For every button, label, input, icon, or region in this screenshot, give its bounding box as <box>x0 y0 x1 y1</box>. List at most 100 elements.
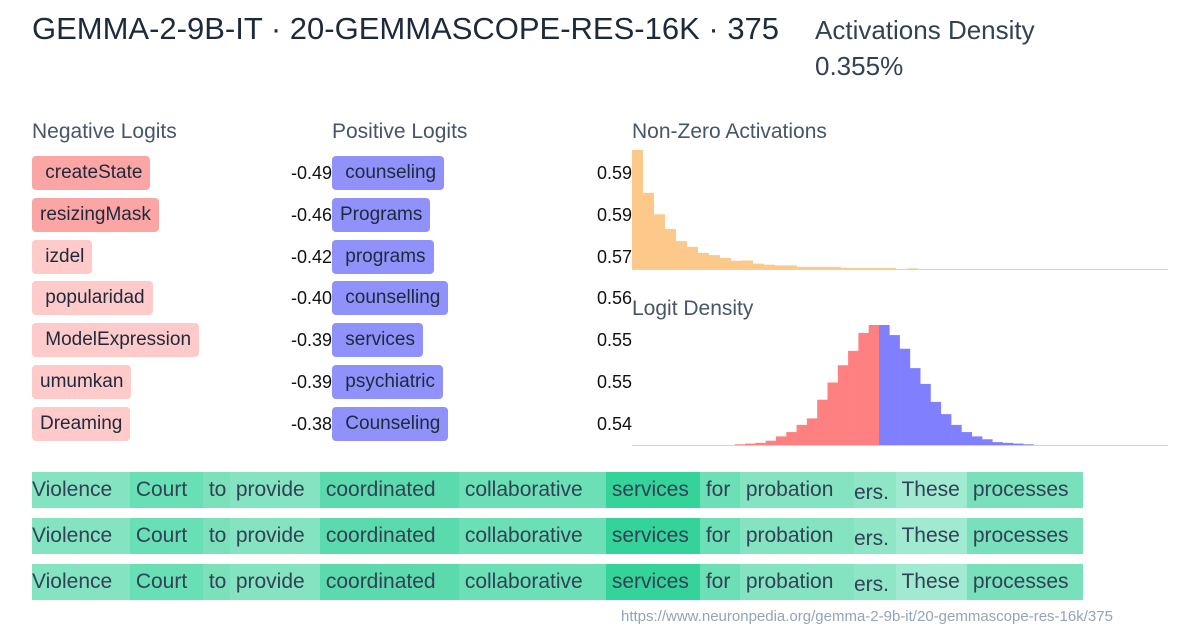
positive-logit-bar <box>971 436 983 445</box>
negative-logit-bar <box>837 365 849 445</box>
activation-bar <box>885 267 896 269</box>
activation-bar <box>709 255 720 269</box>
activation-bar <box>687 246 698 269</box>
logit-token: resizingMask <box>32 197 159 232</box>
positive-logit-bar <box>889 335 900 445</box>
logit-value: -0.46 <box>290 204 332 225</box>
activation-example[interactable]: Violence Court to provide coordinated co… <box>32 518 1083 554</box>
activation-bar <box>742 260 753 269</box>
logit-value: 0.54 <box>596 413 632 434</box>
logit-value: -0.38 <box>290 413 332 434</box>
logit-token: Counseling <box>332 406 449 441</box>
negative-logit-bar <box>765 440 777 445</box>
logit-value: 0.55 <box>596 330 632 351</box>
example-token: provide <box>230 518 320 554</box>
activation-bar <box>907 268 918 269</box>
activation-bar <box>632 150 643 269</box>
example-token: ers. <box>854 518 896 554</box>
example-token: ers. <box>854 472 896 508</box>
negative-logit-bar <box>745 443 756 445</box>
activation-bar <box>830 266 841 269</box>
activation-bar <box>797 266 808 269</box>
positive-logit-bar <box>951 424 962 445</box>
example-token: processes <box>967 518 1083 554</box>
example-token: These <box>896 518 967 554</box>
activation-bar <box>852 267 863 269</box>
positive-logit-bar <box>961 432 972 445</box>
page-title: GEMMA-2-9B-IT · 20-GEMMASCOPE-RES-16K · … <box>32 11 780 46</box>
density-value: 0.355% <box>815 51 904 81</box>
example-token: Court <box>130 472 203 508</box>
activation-bar <box>775 265 786 269</box>
activation-bar <box>643 192 654 269</box>
example-token: to <box>203 564 230 600</box>
example-token: provide <box>230 564 320 600</box>
activation-example[interactable]: Violence Court to provide coordinated co… <box>32 564 1083 600</box>
activations-chart-title: Non-Zero Activations <box>632 120 827 143</box>
negative-logit-bar <box>827 382 839 445</box>
example-token: Violence <box>32 518 130 554</box>
example-token: to <box>203 472 230 508</box>
example-token: collaborative <box>459 518 606 554</box>
logit-token: counseling <box>332 156 445 190</box>
negative-logit-bar <box>858 332 869 445</box>
negative-logit-bar <box>755 442 766 445</box>
example-token: services <box>606 518 700 554</box>
example-token: These <box>896 472 967 508</box>
activation-bar <box>720 257 731 269</box>
density-label: Activations Density <box>815 15 1035 45</box>
activation-bar <box>753 263 764 269</box>
logit-value: 0.59 <box>596 163 632 183</box>
positive-logit-bar <box>920 383 931 445</box>
example-token: provide <box>230 472 320 508</box>
logit-value: -0.49 <box>290 163 332 183</box>
logit-density-title: Logit Density <box>632 297 754 320</box>
activation-bar <box>665 228 676 269</box>
positive-logit-bar <box>1002 442 1014 445</box>
logit-value: -0.39 <box>290 330 332 351</box>
logit-token: counselling <box>332 281 449 316</box>
logit-token: ModelExpression <box>32 323 200 358</box>
negative-logits-heading: Negative Logits <box>32 120 177 143</box>
example-token: collaborative <box>459 564 606 600</box>
positive-logit-bar <box>982 439 993 445</box>
example-token: Violence <box>32 564 130 600</box>
logit-density-chart <box>632 325 1168 446</box>
logit-token: Programs <box>332 197 431 232</box>
activation-bar <box>764 264 775 269</box>
example-token: Court <box>130 518 203 554</box>
activation-bar <box>731 260 742 269</box>
negative-logit-bar <box>796 424 808 445</box>
non-zero-activations-chart <box>632 150 1168 270</box>
example-token: ers. <box>854 564 896 600</box>
logit-token: Dreaming <box>32 406 131 441</box>
example-token: to <box>203 518 230 554</box>
negative-logit-bar <box>776 436 787 445</box>
positive-logit-bar <box>930 401 942 445</box>
example-token: coordinated <box>320 518 459 554</box>
negative-logit-bar <box>734 444 746 445</box>
positive-logit-bar <box>940 414 952 445</box>
activation-bar <box>654 214 665 269</box>
example-token: Violence <box>32 472 130 508</box>
example-token: services <box>606 564 700 600</box>
logit-value: 0.56 <box>596 288 632 309</box>
example-token: services <box>606 472 700 508</box>
example-token: for <box>700 472 740 508</box>
logit-token: services <box>332 323 423 358</box>
example-token: collaborative <box>459 472 606 508</box>
activation-bar <box>676 241 687 269</box>
positive-logits-heading: Positive Logits <box>332 120 468 143</box>
logit-value: -0.40 <box>290 288 332 309</box>
example-token: Court <box>130 564 203 600</box>
example-token: for <box>700 564 740 600</box>
source-url[interactable]: https://www.neuronpedia.org/gemma-2-9b-i… <box>621 608 1113 625</box>
logit-value: 0.57 <box>596 246 632 267</box>
logit-token: createState <box>32 156 151 190</box>
activation-example[interactable]: Violence Court to provide coordinated co… <box>32 472 1083 508</box>
negative-logit-bar <box>817 399 828 445</box>
example-token: coordinated <box>320 472 459 508</box>
positive-logit-bar <box>879 325 890 445</box>
activation-bar <box>874 267 885 269</box>
logit-token: umumkan <box>32 365 132 399</box>
